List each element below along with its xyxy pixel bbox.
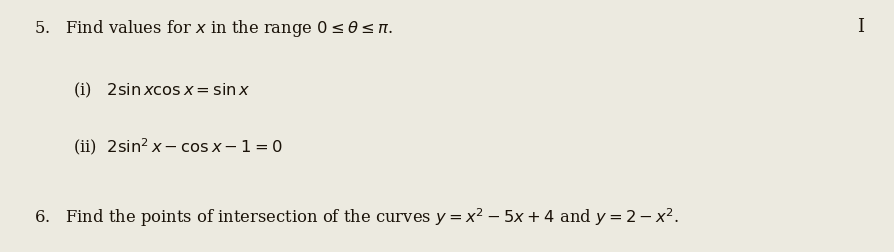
Text: 5.   Find values for $x$ in the range $0 \leq \theta \leq \pi$.: 5. Find values for $x$ in the range $0 \… bbox=[34, 18, 392, 39]
Text: I: I bbox=[856, 18, 864, 36]
Text: (ii)  $2\sin^2 x - \cos x - 1 = 0$: (ii) $2\sin^2 x - \cos x - 1 = 0$ bbox=[73, 136, 283, 157]
Text: (i)   $2\sin x\cos x = \sin x$: (i) $2\sin x\cos x = \sin x$ bbox=[73, 81, 251, 100]
Text: 6.   Find the points of intersection of the curves $y = x^2 - 5x + 4$ and $y = 2: 6. Find the points of intersection of th… bbox=[34, 207, 679, 229]
